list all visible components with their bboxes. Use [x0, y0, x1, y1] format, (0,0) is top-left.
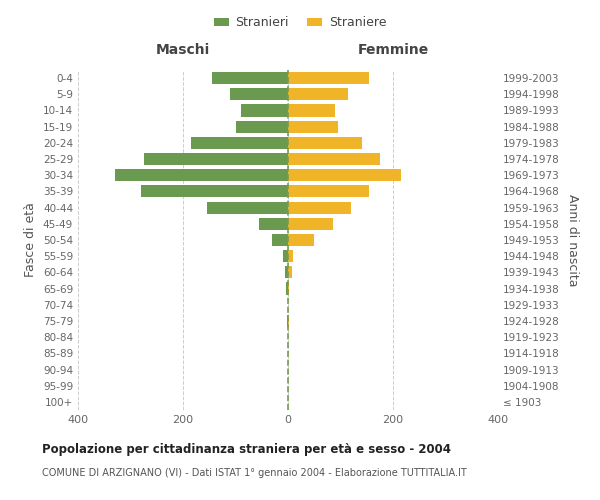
Y-axis label: Anni di nascita: Anni di nascita — [566, 194, 579, 286]
Bar — [259, 218, 288, 230]
Bar — [288, 72, 370, 84]
Bar — [286, 266, 288, 278]
Bar — [212, 72, 288, 84]
Bar — [191, 137, 288, 149]
Text: Popolazione per cittadinanza straniera per età e sesso - 2004: Popolazione per cittadinanza straniera p… — [42, 442, 451, 456]
Bar — [241, 104, 288, 117]
Bar — [230, 88, 288, 101]
Text: Maschi: Maschi — [156, 43, 210, 57]
Bar — [288, 137, 361, 149]
Bar — [288, 202, 351, 213]
Bar — [286, 282, 288, 294]
Bar — [206, 202, 288, 213]
Legend: Stranieri, Straniere: Stranieri, Straniere — [209, 11, 391, 34]
Bar — [288, 282, 289, 294]
Y-axis label: Fasce di età: Fasce di età — [25, 202, 37, 278]
Bar — [288, 104, 335, 117]
Text: COMUNE DI ARZIGNANO (VI) - Dati ISTAT 1° gennaio 2004 - Elaborazione TUTTITALIA.: COMUNE DI ARZIGNANO (VI) - Dati ISTAT 1°… — [42, 468, 467, 477]
Bar — [288, 186, 370, 198]
Bar — [288, 153, 380, 165]
Bar — [288, 234, 314, 246]
Bar — [288, 88, 349, 101]
Bar — [283, 250, 288, 262]
Bar — [115, 169, 288, 181]
Bar — [141, 186, 288, 198]
Bar — [288, 218, 332, 230]
Bar — [288, 266, 292, 278]
Bar — [288, 120, 338, 132]
Bar — [272, 234, 288, 246]
Bar — [288, 250, 293, 262]
Bar — [235, 120, 288, 132]
Bar — [288, 169, 401, 181]
Text: Femmine: Femmine — [358, 43, 428, 57]
Bar — [143, 153, 288, 165]
